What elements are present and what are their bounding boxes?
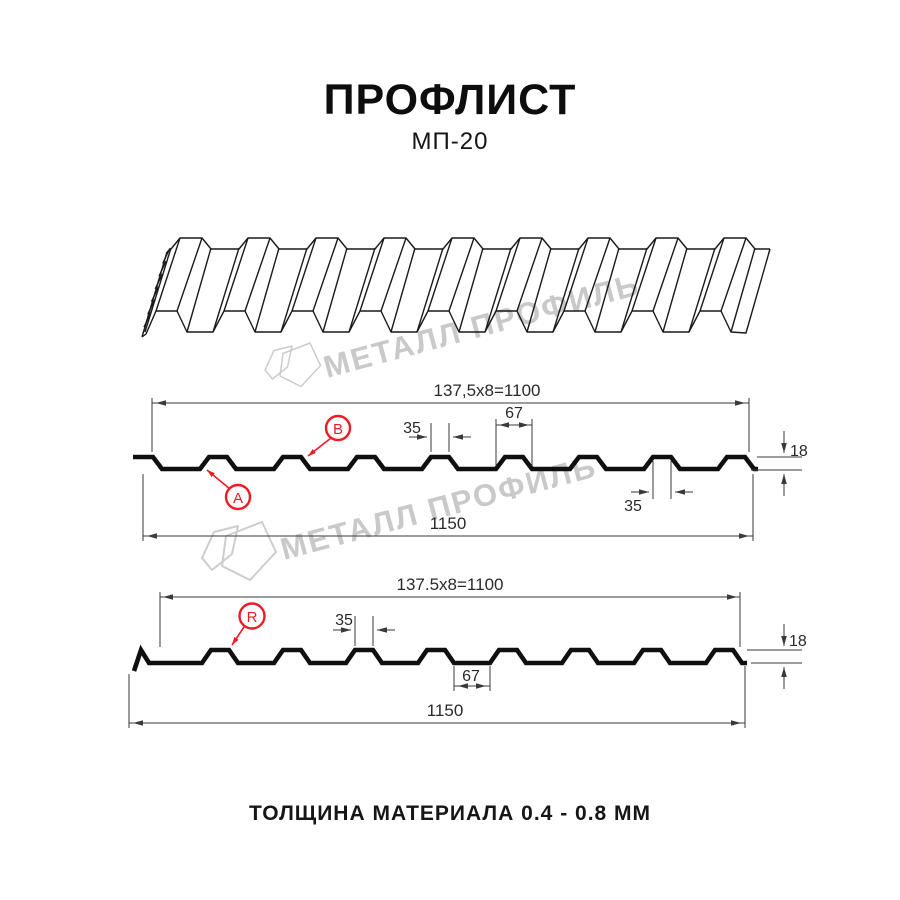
profile-outline-1	[133, 454, 758, 472]
metal-profile-logo-icon	[264, 342, 322, 388]
dim-overall-width-1: 1150	[430, 514, 467, 533]
dim-crest-top-2: 35	[335, 612, 353, 629]
dim-valley-2: 67	[462, 668, 480, 685]
dim-overall-width-2: 1150	[427, 701, 464, 720]
cross-section-diagram-2: 137.5x8=1100 1150 35 67 18 R	[128, 575, 807, 728]
extension-lines-1	[142, 398, 802, 541]
sheet-3d-view	[141, 237, 771, 338]
watermark-brand-text: МЕТАЛЛ ПРОФИЛЬ	[277, 449, 601, 567]
metal-profile-logo-icon	[201, 521, 277, 581]
callout-letter-r: R	[247, 609, 258, 626]
dim-height-2: 18	[789, 633, 807, 650]
dim-height-1: 18	[790, 443, 808, 460]
dim-crest-top-1b: 35	[624, 498, 642, 515]
callout-letter-b: B	[333, 421, 343, 438]
callout-marker-a: A	[206, 469, 252, 511]
dimension-arrows-1	[147, 400, 787, 539]
dimension-arrows-2	[133, 594, 787, 726]
product-model: МП-20	[411, 128, 489, 155]
dim-crest-top-1: 35	[403, 420, 421, 437]
extension-lines-2	[128, 592, 802, 728]
profile-outline-2	[131, 644, 747, 672]
material-thickness-note: ТОЛЩИНА МАТЕРИАЛА 0.4 - 0.8 ММ	[248, 802, 652, 825]
page-title: ПРОФЛИСТ	[323, 76, 577, 124]
callout-letter-a: A	[233, 490, 243, 507]
dim-width-formula-1: 137,5x8=1100	[434, 381, 541, 400]
callout-marker-r: R	[231, 602, 266, 646]
callout-marker-b: B	[307, 414, 352, 457]
sheet-rib-lines	[144, 237, 756, 333]
dim-crest-base-1: 67	[505, 405, 523, 422]
cross-section-diagram-1: 137,5x8=1100 1150 35 67 35 18 A B	[133, 381, 808, 541]
dim-width-formula-2: 137.5x8=1100	[397, 575, 504, 594]
sheet-front-edge	[145, 248, 771, 335]
